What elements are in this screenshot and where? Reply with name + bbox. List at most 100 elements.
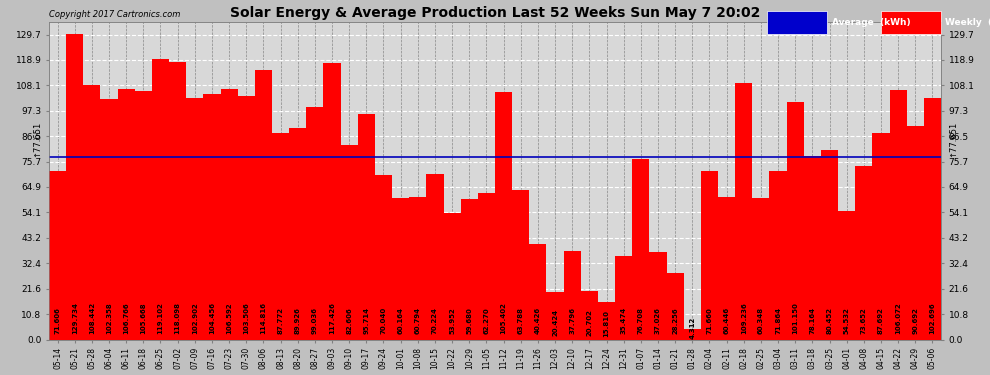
Text: 102.358: 102.358 xyxy=(106,302,112,334)
Text: 73.652: 73.652 xyxy=(861,307,867,334)
Text: 118.098: 118.098 xyxy=(174,302,180,334)
Text: 71.864: 71.864 xyxy=(775,306,781,334)
Text: 80.452: 80.452 xyxy=(827,307,833,334)
Text: 117.426: 117.426 xyxy=(329,302,335,334)
Text: Weekly  (kWh): Weekly (kWh) xyxy=(945,18,990,27)
Text: 90.692: 90.692 xyxy=(913,307,919,334)
Text: 60.446: 60.446 xyxy=(724,306,730,334)
Text: 70.040: 70.040 xyxy=(380,306,386,334)
Text: 76.708: 76.708 xyxy=(638,307,644,334)
Text: 53.952: 53.952 xyxy=(449,307,455,334)
Text: 95.714: 95.714 xyxy=(363,306,369,334)
Bar xyxy=(907,126,924,339)
Text: 20.424: 20.424 xyxy=(552,309,558,336)
Text: 106.766: 106.766 xyxy=(123,302,129,334)
Bar xyxy=(804,156,821,339)
Text: 104.456: 104.456 xyxy=(209,302,215,334)
Text: 71.606: 71.606 xyxy=(54,307,60,334)
Text: 40.426: 40.426 xyxy=(535,306,541,334)
Text: 99.036: 99.036 xyxy=(312,307,318,334)
Text: ↑77.651: ↑77.651 xyxy=(33,121,42,157)
Text: 129.734: 129.734 xyxy=(71,302,77,334)
Text: 87.772: 87.772 xyxy=(277,307,283,334)
Bar xyxy=(341,145,357,339)
Text: Average  (kWh): Average (kWh) xyxy=(832,18,910,27)
Text: 82.606: 82.606 xyxy=(346,307,352,334)
Text: 102.902: 102.902 xyxy=(192,302,198,334)
Bar xyxy=(718,197,736,339)
Bar xyxy=(444,213,460,339)
Bar xyxy=(221,89,238,339)
Text: 106.592: 106.592 xyxy=(226,302,232,334)
Text: 114.816: 114.816 xyxy=(260,302,266,334)
Bar xyxy=(83,84,100,339)
Text: 103.506: 103.506 xyxy=(244,302,249,334)
Bar xyxy=(135,91,151,339)
Bar xyxy=(460,199,478,339)
Bar xyxy=(581,291,598,339)
Bar xyxy=(357,114,375,339)
Text: 62.270: 62.270 xyxy=(483,307,489,334)
Bar xyxy=(872,134,890,339)
Text: 89.926: 89.926 xyxy=(295,307,301,334)
Text: 59.680: 59.680 xyxy=(466,307,472,334)
Bar xyxy=(563,251,581,339)
Bar xyxy=(324,63,341,339)
Bar xyxy=(924,98,941,339)
Bar xyxy=(203,94,221,339)
Bar xyxy=(769,171,787,339)
Text: Copyright 2017 Cartronics.com: Copyright 2017 Cartronics.com xyxy=(49,10,180,19)
Text: 60.348: 60.348 xyxy=(758,306,764,334)
Text: 119.102: 119.102 xyxy=(157,302,163,334)
Bar xyxy=(530,244,546,339)
Bar xyxy=(615,256,633,339)
Bar xyxy=(392,198,409,339)
Bar xyxy=(66,34,83,339)
Text: 105.668: 105.668 xyxy=(141,302,147,334)
Text: 105.402: 105.402 xyxy=(501,302,507,334)
Text: 109.236: 109.236 xyxy=(741,302,746,334)
Bar xyxy=(254,70,272,339)
Bar xyxy=(478,193,495,339)
Bar xyxy=(289,128,306,339)
Bar xyxy=(169,62,186,339)
Bar xyxy=(598,302,615,339)
Bar xyxy=(272,133,289,339)
Text: 4.312: 4.312 xyxy=(689,316,695,339)
Bar xyxy=(512,189,530,339)
Bar xyxy=(375,175,392,339)
Bar xyxy=(118,88,135,339)
Text: 37.026: 37.026 xyxy=(655,307,661,334)
Text: 63.788: 63.788 xyxy=(518,307,524,334)
Bar xyxy=(306,106,324,339)
Text: 102.696: 102.696 xyxy=(930,302,936,334)
Text: 101.150: 101.150 xyxy=(792,302,798,334)
Bar xyxy=(855,166,872,339)
Text: 78.164: 78.164 xyxy=(810,306,816,334)
Bar xyxy=(684,329,701,339)
Bar xyxy=(839,211,855,339)
Bar xyxy=(649,252,666,339)
Bar xyxy=(495,92,512,339)
Text: ↑77.651: ↑77.651 xyxy=(948,121,957,157)
Text: 28.256: 28.256 xyxy=(672,308,678,334)
Title: Solar Energy & Average Production Last 52 Weeks Sun May 7 20:02: Solar Energy & Average Production Last 5… xyxy=(230,6,760,20)
Bar xyxy=(427,174,444,339)
Bar xyxy=(752,198,769,339)
Bar xyxy=(701,171,718,339)
Text: 54.532: 54.532 xyxy=(843,307,849,334)
Bar xyxy=(666,273,684,339)
Text: 71.660: 71.660 xyxy=(707,307,713,334)
Bar xyxy=(736,83,752,339)
Bar xyxy=(238,96,254,339)
Text: 15.810: 15.810 xyxy=(604,310,610,337)
Text: 87.692: 87.692 xyxy=(878,307,884,334)
Text: 108.442: 108.442 xyxy=(89,302,95,334)
Text: 20.702: 20.702 xyxy=(586,309,592,336)
Text: 60.794: 60.794 xyxy=(415,306,421,334)
Bar xyxy=(633,159,649,339)
Text: 60.164: 60.164 xyxy=(398,307,404,334)
Text: 70.224: 70.224 xyxy=(432,307,438,334)
Text: 106.072: 106.072 xyxy=(895,302,901,334)
Bar xyxy=(100,99,118,339)
